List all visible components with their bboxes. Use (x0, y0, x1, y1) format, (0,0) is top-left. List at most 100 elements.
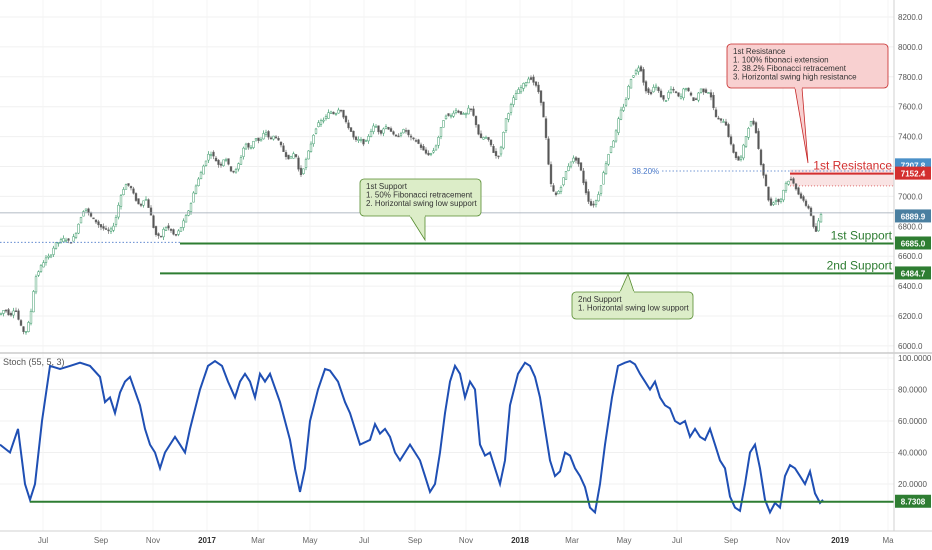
candle (807, 204, 810, 210)
candle-body (282, 145, 285, 152)
candle (602, 170, 605, 185)
candle (547, 136, 550, 166)
candle-body (784, 182, 788, 191)
candle-body (719, 118, 723, 121)
candle-body (122, 189, 125, 196)
candle-body (247, 143, 250, 148)
axis-badge-text: 6685.0 (901, 239, 926, 248)
candle-body (112, 225, 115, 231)
candle (34, 274, 38, 295)
candle (552, 183, 555, 192)
time-tick-label: Jul (672, 536, 682, 545)
candle-body (649, 91, 653, 95)
candle-body (812, 215, 815, 227)
candle-body (74, 232, 78, 238)
candle-body (49, 254, 53, 258)
candle-body (82, 211, 85, 217)
candle (609, 146, 613, 154)
candle (634, 68, 638, 76)
candle (232, 170, 235, 174)
candle (587, 189, 590, 205)
candle (202, 164, 205, 175)
candle-body (87, 208, 90, 213)
candle (499, 145, 503, 157)
candle-body (539, 90, 543, 103)
candle (209, 151, 213, 159)
candle (292, 151, 295, 159)
candle (472, 105, 475, 117)
candle-body (299, 167, 303, 176)
candle (74, 232, 78, 240)
price-tick-label: 6400.0 (898, 282, 923, 291)
candle (242, 146, 245, 160)
candle (649, 89, 653, 96)
candle-body (777, 198, 780, 203)
candle-body (134, 193, 138, 201)
candle-body (374, 126, 378, 128)
candle-body (394, 134, 398, 137)
candle-body (637, 67, 640, 73)
candle (452, 110, 455, 118)
candle (684, 87, 688, 92)
candle (799, 191, 803, 200)
candle (154, 225, 158, 237)
candle (562, 177, 565, 187)
candle (642, 67, 645, 86)
candle-body (47, 255, 50, 258)
price-tick-label: 8000.0 (898, 43, 923, 52)
candle-body (737, 156, 740, 161)
candle-body (687, 87, 690, 92)
candle (584, 179, 588, 196)
candle-body (199, 172, 203, 180)
candle (487, 137, 490, 142)
candle (722, 118, 725, 123)
candle (2, 310, 5, 317)
candle-body (464, 113, 468, 116)
candle-body (732, 144, 735, 153)
candle (179, 227, 183, 232)
candle-body (19, 320, 23, 326)
candle (354, 135, 358, 142)
candle-body (17, 310, 20, 320)
candle (707, 92, 710, 94)
candle (667, 90, 670, 101)
candle (297, 155, 300, 172)
candle (92, 217, 95, 220)
candle-body (439, 127, 443, 137)
candle-body (704, 89, 708, 93)
candle-body (302, 168, 305, 174)
candle (207, 151, 210, 163)
candle-body (599, 185, 603, 194)
candle (657, 86, 660, 93)
candle-body (42, 262, 45, 268)
candle (467, 105, 470, 115)
candle-body (372, 125, 375, 132)
candle (674, 90, 678, 94)
candle (497, 155, 500, 160)
candle (127, 183, 130, 187)
candle-body (127, 183, 130, 186)
candle-body (547, 138, 550, 165)
candle (637, 65, 640, 75)
candle-body (442, 120, 445, 128)
candle-body (557, 191, 560, 195)
candle-body (742, 144, 745, 159)
candle (644, 80, 648, 94)
candle (754, 121, 758, 134)
candle-body (617, 118, 620, 133)
candle-body (559, 186, 563, 192)
time-tick-label: May (302, 536, 317, 545)
candle (447, 113, 450, 117)
candle-body (652, 87, 655, 93)
candle (779, 197, 783, 204)
annotation-text-line: 3. Horizontal swing high resistance (733, 73, 857, 82)
candle-body (639, 66, 643, 72)
time-tick-label: Nov (776, 536, 790, 545)
candle (407, 129, 410, 138)
candle (534, 81, 538, 88)
candle (132, 186, 135, 195)
candle (544, 116, 548, 140)
candle-body (569, 161, 573, 167)
